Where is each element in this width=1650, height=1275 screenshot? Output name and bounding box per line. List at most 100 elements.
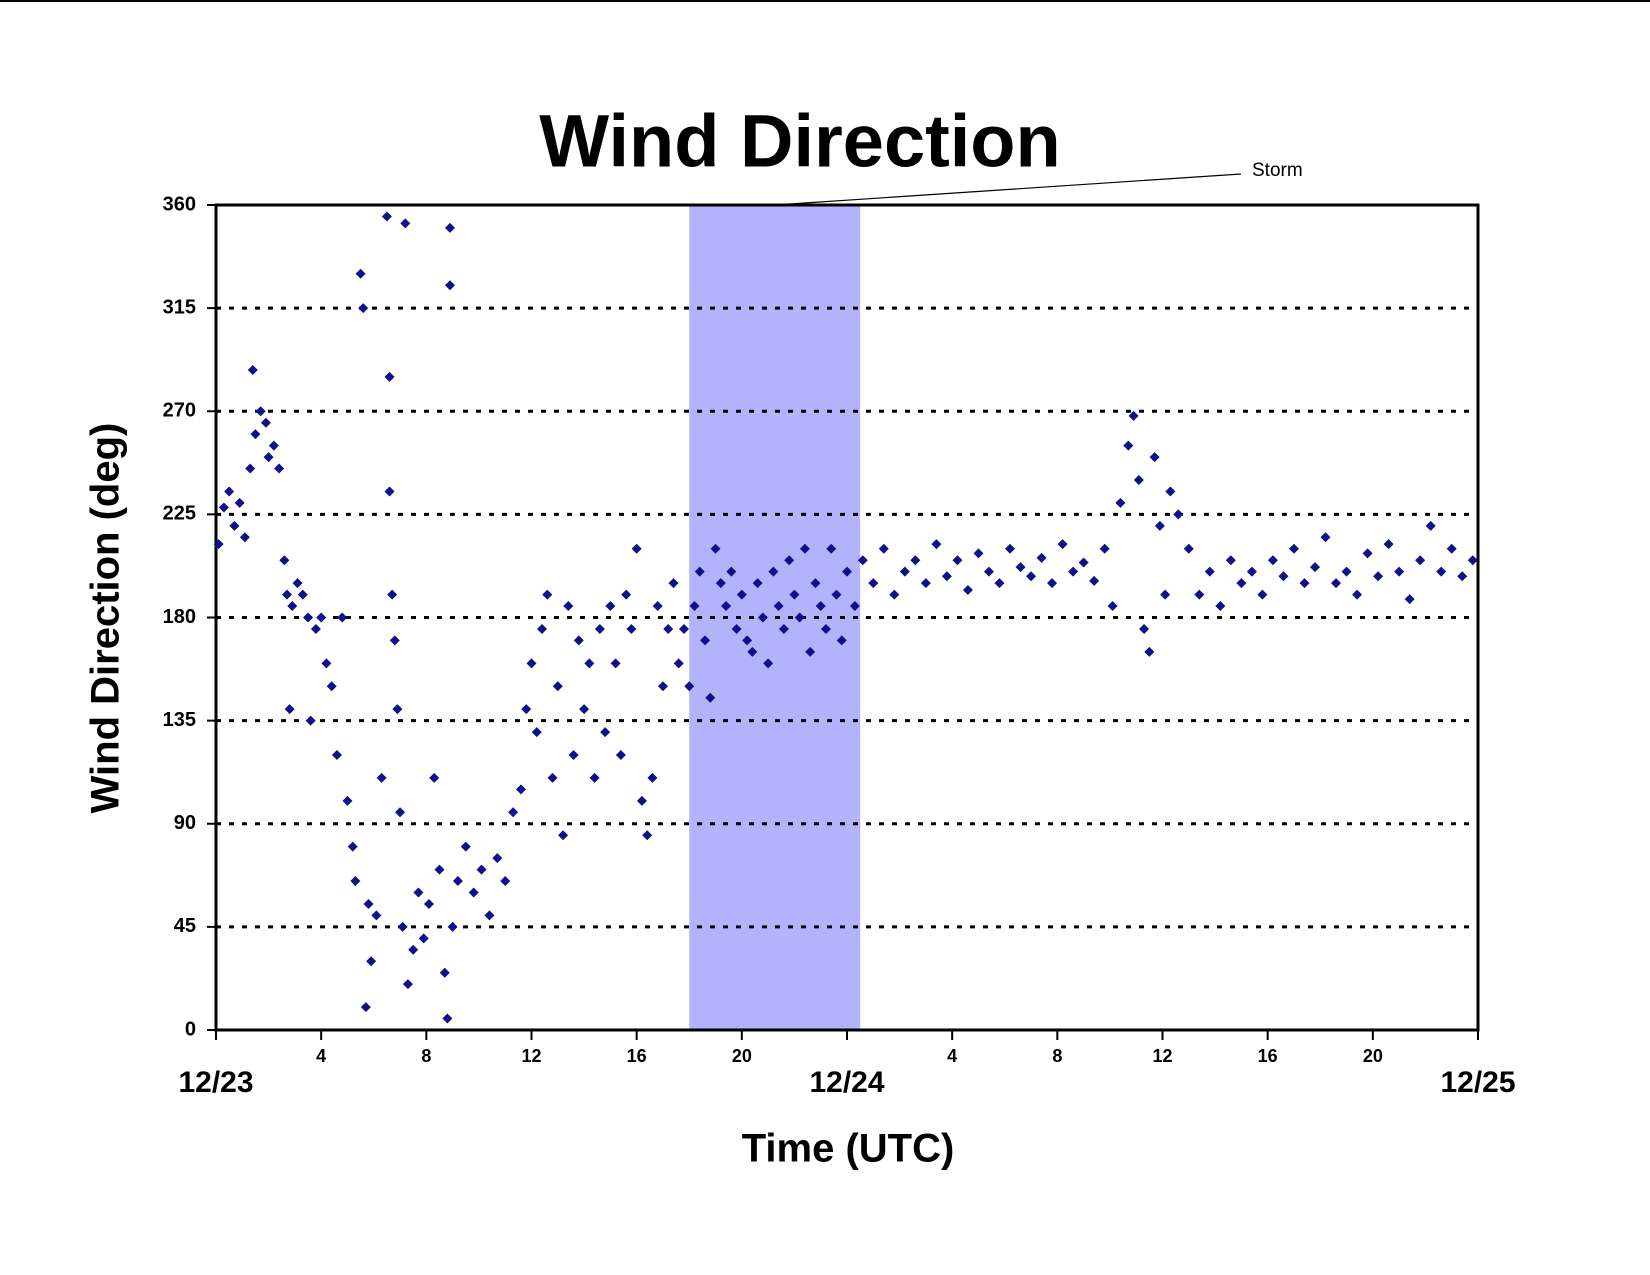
data-point	[287, 601, 298, 612]
data-point	[234, 497, 245, 508]
data-point	[1352, 589, 1363, 600]
data-point	[439, 967, 450, 978]
data-point	[1057, 539, 1068, 550]
data-point	[731, 623, 742, 634]
data-point	[542, 589, 553, 600]
data-point	[263, 452, 274, 463]
data-point	[1246, 566, 1257, 577]
data-point	[642, 830, 653, 841]
data-point	[239, 532, 250, 543]
y-tick-label: 315	[163, 296, 196, 318]
data-point	[1394, 566, 1405, 577]
data-point	[366, 956, 377, 967]
data-point	[768, 566, 779, 577]
data-point	[444, 222, 455, 233]
data-point	[820, 623, 831, 634]
data-point	[941, 571, 952, 582]
data-point	[1415, 555, 1426, 566]
data-point	[1015, 562, 1026, 573]
data-point	[763, 658, 774, 669]
data-point	[584, 658, 595, 669]
data-point	[652, 601, 663, 612]
data-point	[810, 578, 821, 589]
data-point	[1005, 543, 1016, 554]
data-point	[1446, 543, 1457, 554]
data-point	[747, 646, 758, 657]
data-point	[452, 876, 463, 887]
x-tick-label: 8	[421, 1046, 431, 1066]
data-point	[1383, 539, 1394, 550]
data-point	[218, 502, 229, 513]
data-point	[1036, 552, 1047, 563]
data-point	[1267, 555, 1278, 566]
data-point	[600, 727, 611, 738]
data-point	[647, 772, 658, 783]
data-point	[521, 704, 532, 715]
data-point	[1107, 601, 1118, 612]
data-point	[715, 578, 726, 589]
data-point	[757, 612, 768, 623]
data-point	[331, 750, 342, 760]
data-point	[1425, 520, 1436, 531]
data-point	[1404, 594, 1415, 605]
data-point	[442, 1013, 453, 1024]
data-point	[610, 658, 621, 669]
y-tick-label: 0	[185, 1018, 196, 1040]
x-tick-label: 4	[947, 1046, 957, 1066]
x-axis-label: Time (UTC)	[742, 1127, 955, 1171]
storm-label: Storm	[1252, 160, 1303, 181]
data-point	[1320, 532, 1331, 543]
data-point	[537, 623, 548, 634]
data-point	[1204, 566, 1215, 577]
data-point	[245, 463, 256, 474]
data-point	[305, 715, 316, 726]
data-point	[868, 578, 879, 589]
data-point	[657, 681, 668, 692]
x-tick-label: 12/23	[178, 1066, 253, 1099]
data-point	[983, 566, 994, 577]
data-point	[476, 864, 487, 875]
data-point	[678, 623, 689, 634]
x-tick-label: 12	[1152, 1046, 1172, 1066]
data-point	[1225, 555, 1236, 566]
data-point	[1128, 410, 1139, 421]
data-point	[784, 555, 795, 566]
data-point	[826, 543, 837, 554]
data-point	[889, 589, 900, 600]
data-point	[460, 841, 471, 852]
data-point	[1467, 555, 1478, 566]
data-point	[1309, 562, 1320, 573]
x-tick-label: 20	[732, 1046, 752, 1066]
data-point	[857, 555, 868, 566]
x-tick-label: 12	[521, 1046, 541, 1066]
data-point	[849, 601, 860, 612]
data-point	[492, 853, 503, 864]
data-point	[1278, 571, 1289, 582]
data-point	[773, 601, 784, 612]
data-point	[1149, 452, 1160, 463]
data-point	[531, 727, 542, 738]
data-point	[400, 218, 411, 229]
data-point	[224, 486, 235, 497]
data-point	[1099, 543, 1110, 554]
data-point	[342, 795, 353, 806]
data-point	[1183, 543, 1194, 554]
data-point	[310, 623, 321, 634]
data-point	[579, 704, 590, 715]
data-point	[387, 589, 398, 600]
data-point	[952, 555, 963, 566]
data-point	[700, 635, 711, 646]
data-point	[1436, 566, 1447, 577]
plot-frame	[214, 203, 1480, 1032]
data-point	[358, 303, 369, 314]
data-point	[1194, 589, 1205, 600]
data-point	[742, 635, 753, 646]
data-point	[721, 601, 732, 612]
data-point	[1133, 475, 1144, 485]
data-point	[920, 578, 931, 589]
data-point	[337, 612, 348, 623]
data-point	[508, 807, 519, 818]
data-point	[360, 1002, 371, 1013]
data-point	[726, 566, 737, 577]
data-point	[842, 566, 852, 577]
